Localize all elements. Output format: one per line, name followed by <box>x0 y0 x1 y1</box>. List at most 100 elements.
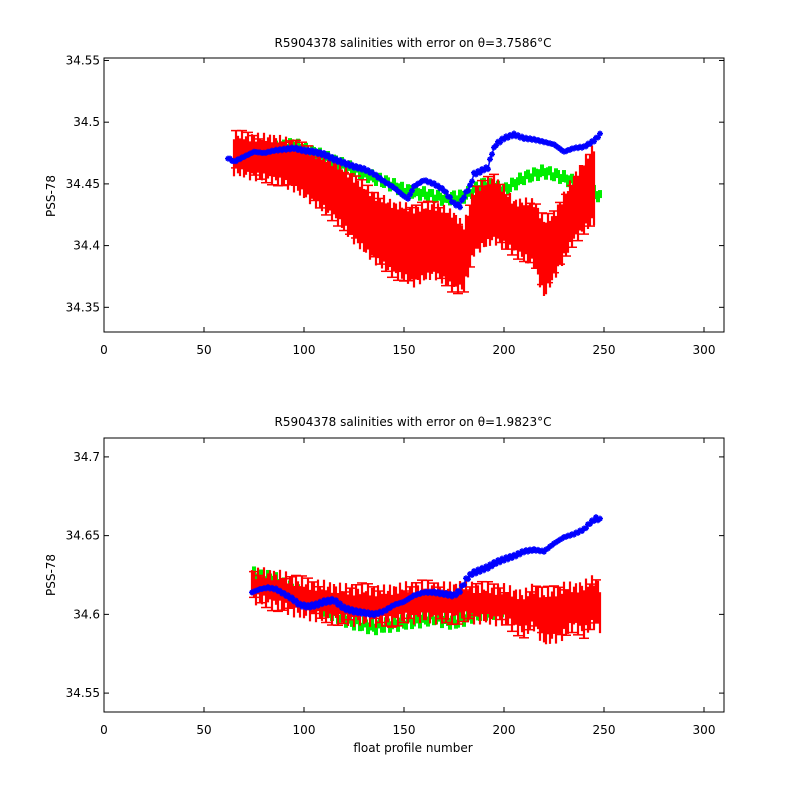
top-green-marker <box>430 189 434 198</box>
bottom-green-marker <box>442 616 446 625</box>
top-blue-marker <box>587 140 593 147</box>
top-blue-marker <box>473 171 479 178</box>
bottom-green-marker <box>404 621 408 630</box>
bottom-blue-marker <box>293 597 299 604</box>
top-blue-marker <box>357 164 363 171</box>
top-xtick-label: 50 <box>196 343 211 357</box>
bottom-green-marker <box>418 620 422 629</box>
top-green-marker <box>538 169 542 178</box>
top-green-marker <box>508 184 512 193</box>
top-blue-marker <box>381 177 387 184</box>
bottom-blue-marker <box>387 604 393 611</box>
bottom-blue-marker <box>517 551 523 558</box>
bottom-green-marker <box>426 618 430 627</box>
top-ytick-label: 34.55 <box>66 53 100 67</box>
top-green-marker <box>416 188 420 197</box>
bottom-green-marker <box>470 615 474 624</box>
bottom-xtick-label: 250 <box>593 723 616 737</box>
top-blue-marker <box>489 151 495 158</box>
bottom-blue-marker <box>333 597 339 604</box>
bottom-blue-marker <box>301 601 307 608</box>
bottom-blue-marker <box>521 549 527 556</box>
top-xtick-label: 200 <box>493 343 516 357</box>
top-green-marker <box>562 170 566 179</box>
top-green-marker <box>442 194 446 203</box>
bottom-blue-marker <box>309 601 315 608</box>
bottom-blue-marker <box>591 517 597 524</box>
top-xtick-label: 100 <box>293 343 316 357</box>
bottom-blue-marker <box>587 521 593 528</box>
top-green-marker <box>304 142 308 151</box>
bottom-blue-marker <box>483 563 489 570</box>
bottom-blue-marker <box>501 557 507 564</box>
top-green-marker <box>438 192 442 201</box>
bottom-blue-marker <box>285 592 291 599</box>
top-green-marker <box>534 168 538 177</box>
bottom-blue-marker <box>251 588 257 595</box>
bottom-blue-marker <box>375 610 381 617</box>
top-blue-marker <box>305 146 311 153</box>
bottom-blue-marker <box>361 608 367 615</box>
bottom-blue-marker <box>345 604 351 611</box>
bottom-blue-marker <box>249 589 255 596</box>
top-blue-marker <box>439 184 445 191</box>
top-blue-marker <box>577 143 583 150</box>
bottom-blue-marker <box>493 560 499 567</box>
top-blue-marker <box>493 142 499 149</box>
bottom-blue-marker <box>349 606 355 613</box>
bottom-blue-marker <box>475 566 481 573</box>
bottom-chart-xlabel: float profile number <box>353 741 472 755</box>
bottom-blue-marker <box>469 571 475 578</box>
top-blue-marker <box>591 138 597 145</box>
top-blue-marker <box>435 182 441 189</box>
bottom-blue-marker <box>479 564 485 571</box>
top-blue-marker <box>297 145 303 152</box>
top-green-marker <box>544 171 548 180</box>
top-green-marker <box>596 194 600 203</box>
bottom-blue-marker <box>541 548 547 555</box>
top-green-marker <box>434 194 438 203</box>
top-blue-marker <box>495 138 501 145</box>
bottom-green-marker <box>252 566 256 575</box>
bottom-blue-marker <box>489 563 495 570</box>
top-blue-marker <box>477 169 483 176</box>
bottom-blue-marker <box>503 554 509 561</box>
top-blue-marker <box>485 166 491 173</box>
top-blue-marker <box>333 155 339 162</box>
top-blue-marker <box>461 194 467 201</box>
bottom-green-marker <box>360 622 364 631</box>
top-green-marker <box>522 177 526 186</box>
top-green-marker <box>482 177 486 186</box>
top-green-marker <box>360 171 364 180</box>
bottom-blue-marker <box>447 590 453 597</box>
top-blue-marker <box>385 180 391 187</box>
top-green-marker <box>382 179 386 188</box>
top-blue-marker <box>595 134 601 141</box>
bottom-ytick-label: 34.7 <box>73 450 100 464</box>
top-blue-marker <box>309 147 315 154</box>
top-green-marker <box>412 189 416 198</box>
bottom-xtick-label: 0 <box>100 723 108 737</box>
bottom-blue-marker <box>295 601 301 608</box>
bottom-blue-marker <box>351 609 357 616</box>
bottom-blue-marker <box>571 531 577 538</box>
bottom-blue-marker <box>461 581 467 588</box>
top-green-marker <box>452 190 456 199</box>
bottom-blue-marker <box>289 594 295 601</box>
bottom-blue-marker <box>259 586 265 593</box>
bottom-green-marker <box>452 614 456 623</box>
bottom-blue-marker <box>505 556 511 563</box>
top-blue-marker <box>227 155 233 162</box>
top-green-marker <box>548 166 552 175</box>
top-green-marker <box>478 185 482 194</box>
top-green-marker <box>404 189 408 198</box>
top-ytick-label: 34.4 <box>73 239 100 253</box>
bottom-blue-marker <box>543 546 549 553</box>
top-blue-marker <box>369 169 375 176</box>
bottom-blue-marker <box>353 607 359 614</box>
bottom-axes-frame <box>103 437 725 713</box>
top-blue-marker <box>273 146 279 153</box>
bottom-chart-ylabel: PSS-78 <box>44 554 58 596</box>
top-blue-marker <box>467 182 473 189</box>
